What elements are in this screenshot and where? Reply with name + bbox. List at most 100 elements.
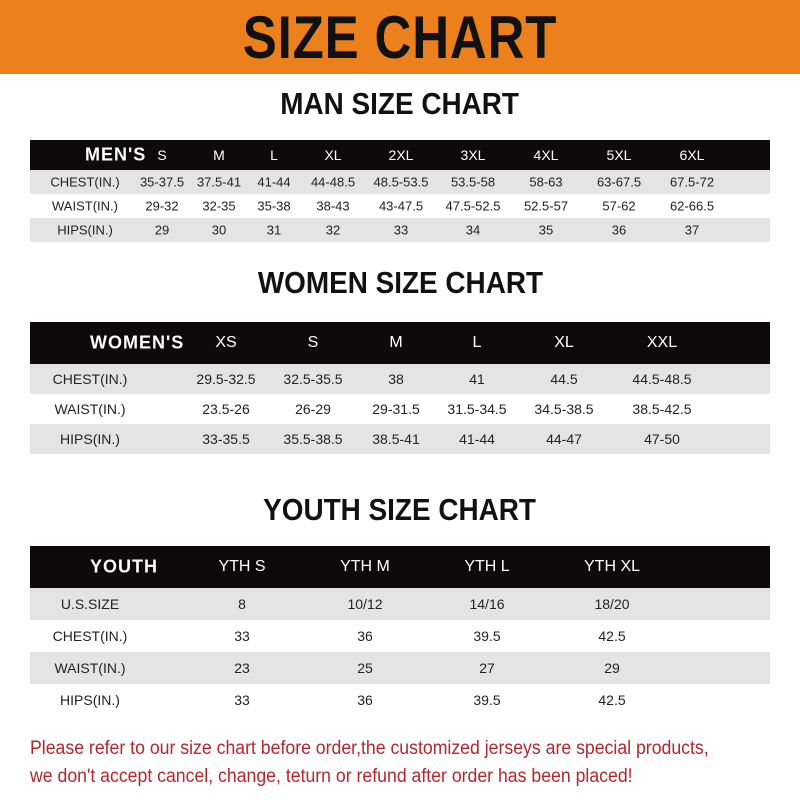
size-cell: 23.5-26 <box>202 401 250 417</box>
size-cell: XL <box>554 334 574 351</box>
row-label: WAIST(IN.) <box>54 401 126 417</box>
size-cell: 35 <box>538 222 554 238</box>
size-cell: 34 <box>465 222 481 238</box>
page-title: SIZE CHART <box>242 3 558 71</box>
size-cell: 33 <box>234 692 250 708</box>
row-label: WAIST(IN.) <box>54 660 126 676</box>
size-cell: 44.5-48.5 <box>632 371 692 387</box>
table-row: CHEST(IN.) 35-37.5 37.5-41 41-44 44-48.5 48.5… <box>30 170 770 194</box>
youth-size-table: YOUTH YTH S YTH M YTH L YTH XL U.S.SIZE 8 10/12… <box>30 546 770 716</box>
size-cell: 35-37.5 <box>139 174 185 190</box>
size-cell: 42.5 <box>598 692 626 708</box>
size-cell: 36 <box>357 692 373 708</box>
row-label: YOUTH <box>90 556 158 577</box>
women-size-table: WOMEN'S XS S M L XL XXL CHEST(IN.) 29.5-32.5 32.5… <box>30 322 770 454</box>
youth-section-title: YOUTH SIZE CHART <box>263 492 537 527</box>
size-cell: 38.5-42.5 <box>632 401 692 417</box>
size-cell: 37.5-41 <box>196 174 242 190</box>
row-label: HIPS(IN.) <box>60 431 120 447</box>
size-cell: 27 <box>479 660 495 676</box>
table-row: WAIST(IN.) 23 25 27 29 <box>30 652 770 684</box>
table-row: WAIST(IN.) 23.5-26 26-29 29-31.5 31.5-34.5 34… <box>30 394 770 424</box>
table-row: CHEST(IN.) 29.5-32.5 32.5-35.5 38 41 44.5 44.5… <box>30 364 770 394</box>
row-label: CHEST(IN.) <box>52 628 128 644</box>
row-label: WAIST(IN.) <box>52 198 118 214</box>
size-cell: 63-67.5 <box>596 174 642 190</box>
row-label: HIPS(IN.) <box>60 692 120 708</box>
size-cell: 10/12 <box>347 596 383 612</box>
size-cell: L <box>270 147 278 163</box>
size-cell: 53.5-58 <box>450 174 496 190</box>
row-label: U.S.SIZE <box>60 596 120 612</box>
row-label: WOMEN'S <box>90 332 185 353</box>
size-cell: 29 <box>154 222 170 238</box>
size-cell: 38-43 <box>316 198 350 214</box>
size-cell: 32 <box>325 222 341 238</box>
size-cell: 31 <box>266 222 282 238</box>
size-cell: S <box>157 147 167 163</box>
size-cell: 36 <box>611 222 627 238</box>
table-row: HIPS(IN.) 33 36 39.5 42.5 <box>30 684 770 716</box>
header-row: YOUTH YTH S YTH M YTH L YTH XL <box>30 546 770 588</box>
size-cell: 23 <box>234 660 250 676</box>
size-cell: 42.5 <box>598 628 626 644</box>
size-cell: 38.5-41 <box>372 431 420 447</box>
size-cell: 48.5-53.5 <box>373 174 429 190</box>
size-cell: 32-35 <box>202 198 236 214</box>
size-cell: 44-47 <box>546 431 582 447</box>
size-cell: 30 <box>211 222 227 238</box>
table-row: HIPS(IN.) 29 30 31 32 33 34 35 36 37 <box>30 218 770 242</box>
size-cell: 41-44 <box>257 174 291 190</box>
size-cell: 33-35.5 <box>202 431 250 447</box>
size-cell: 18/20 <box>594 596 630 612</box>
row-label: CHEST(IN.) <box>52 371 128 387</box>
notice-line: Please refer to our size chart before or… <box>30 738 709 759</box>
size-cell: 29-31.5 <box>372 401 420 417</box>
size-cell: 38 <box>388 371 404 387</box>
size-cell: 41-44 <box>459 431 495 447</box>
size-cell: M <box>389 334 403 351</box>
size-cell: 4XL <box>533 147 559 163</box>
size-cell: YTH L <box>464 558 510 575</box>
table-row: WAIST(IN.) 29-32 32-35 35-38 38-43 43-47.5 47.… <box>30 194 770 218</box>
size-cell: 47.5-52.5 <box>445 198 501 214</box>
size-cell: 37 <box>684 222 700 238</box>
table-row: HIPS(IN.) 33-35.5 35.5-38.5 38.5-41 41-44 44-… <box>30 424 770 454</box>
size-cell: 52.5-57 <box>523 198 569 214</box>
size-cell: 43-47.5 <box>378 198 424 214</box>
size-cell: 57-62 <box>602 198 636 214</box>
size-cell: 29-32 <box>145 198 179 214</box>
size-cell: 33 <box>393 222 409 238</box>
size-cell: 29.5-32.5 <box>196 371 256 387</box>
size-cell: L <box>472 334 482 351</box>
size-cell: 5XL <box>606 147 632 163</box>
size-cell: 39.5 <box>473 628 501 644</box>
table-row: U.S.SIZE 8 10/12 14/16 18/20 <box>30 588 770 620</box>
size-cell: YTH XL <box>583 558 641 575</box>
size-cell: XL <box>324 147 342 163</box>
size-cell: 47-50 <box>644 431 680 447</box>
size-cell: 39.5 <box>473 692 501 708</box>
size-cell: 29 <box>604 660 620 676</box>
size-cell: M <box>213 147 225 163</box>
size-cell: 67.5-72 <box>669 174 715 190</box>
size-cell: 32.5-35.5 <box>283 371 343 387</box>
size-cell: 8 <box>238 596 246 612</box>
size-cell: 25 <box>357 660 373 676</box>
size-cell: 2XL <box>388 147 414 163</box>
table-row: CHEST(IN.) 33 36 39.5 42.5 <box>30 620 770 652</box>
row-label: MEN'S <box>85 144 147 165</box>
size-cell: 14/16 <box>469 596 505 612</box>
men-section-title: MAN SIZE CHART <box>280 86 520 121</box>
size-cell: 41 <box>469 371 485 387</box>
size-cell: 3XL <box>460 147 486 163</box>
size-cell: S <box>307 334 319 351</box>
order-notice: Please refer to our size chart before or… <box>30 735 790 791</box>
size-cell: XS <box>215 334 237 351</box>
women-section-title: WOMEN SIZE CHART <box>257 265 543 300</box>
size-cell: 44.5 <box>550 371 578 387</box>
size-cell: 35.5-38.5 <box>283 431 343 447</box>
size-cell: 34.5-38.5 <box>534 401 594 417</box>
size-cell: 58-63 <box>529 174 563 190</box>
title-banner: SIZE CHART <box>0 0 800 74</box>
